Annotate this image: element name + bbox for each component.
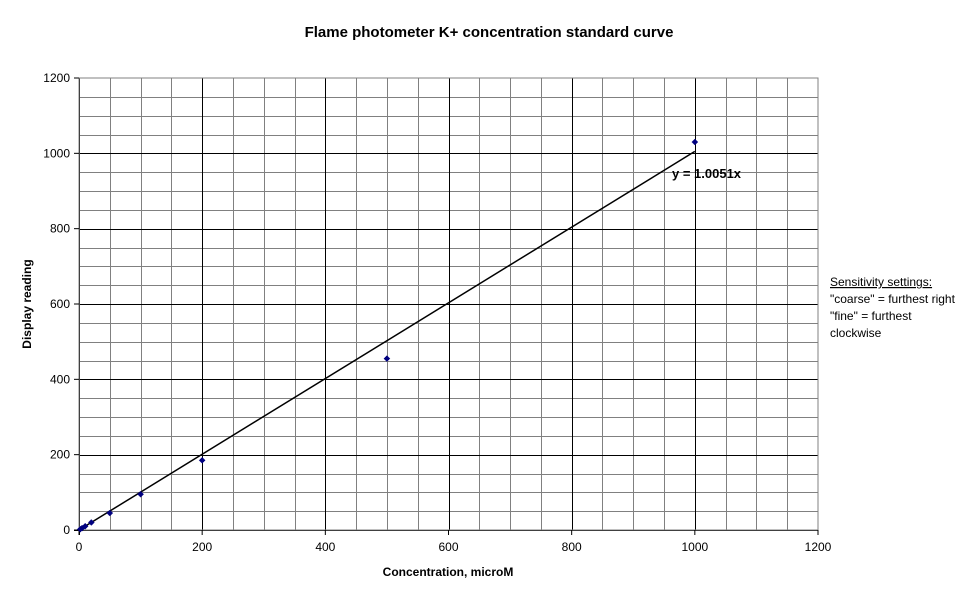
note-line-3: clockwise <box>830 326 882 340</box>
x-axis-ticks: 0 200 400 600 800 1000 1200 <box>76 530 832 554</box>
y-tick-label: 600 <box>50 297 70 311</box>
x-tick-label: 1200 <box>805 540 832 554</box>
note-heading: Sensitivity settings: <box>830 275 932 289</box>
y-axis-title: Display reading <box>20 259 34 348</box>
y-tick-label: 1000 <box>43 146 70 160</box>
data-point <box>137 490 144 498</box>
major-gridlines <box>74 78 818 535</box>
x-axis-title: Concentration, microM <box>383 565 514 579</box>
chart-title: Flame photometer K+ concentration standa… <box>305 24 674 41</box>
data-point <box>198 456 206 464</box>
data-point <box>87 519 95 526</box>
data-points <box>76 138 699 533</box>
y-tick-label: 0 <box>63 523 70 537</box>
y-axis-ticks: 0 200 400 600 800 1000 1200 <box>43 71 79 537</box>
x-tick-label: 600 <box>438 540 458 554</box>
data-point <box>106 509 114 517</box>
trendline-group <box>78 150 696 531</box>
note-line-1: "coarse" = furthest right <box>830 292 956 306</box>
trendline-equation: y = 1.0051x <box>672 166 742 181</box>
sensitivity-note: Sensitivity settings: "coarse" = furthes… <box>830 275 956 340</box>
x-tick-label: 0 <box>76 540 83 554</box>
data-point <box>383 355 391 362</box>
x-tick-label: 400 <box>315 540 335 554</box>
data-point <box>691 138 699 146</box>
trendline <box>78 150 696 531</box>
y-tick-label: 1200 <box>43 71 70 85</box>
x-tick-label: 1000 <box>681 540 708 554</box>
y-tick-label: 200 <box>50 448 70 462</box>
note-line-2: "fine" = furthest <box>830 309 912 323</box>
x-tick-label: 800 <box>562 540 582 554</box>
y-tick-label: 400 <box>50 372 70 386</box>
x-tick-label: 200 <box>192 540 212 554</box>
data-point <box>81 522 89 530</box>
y-tick-label: 800 <box>50 222 70 236</box>
